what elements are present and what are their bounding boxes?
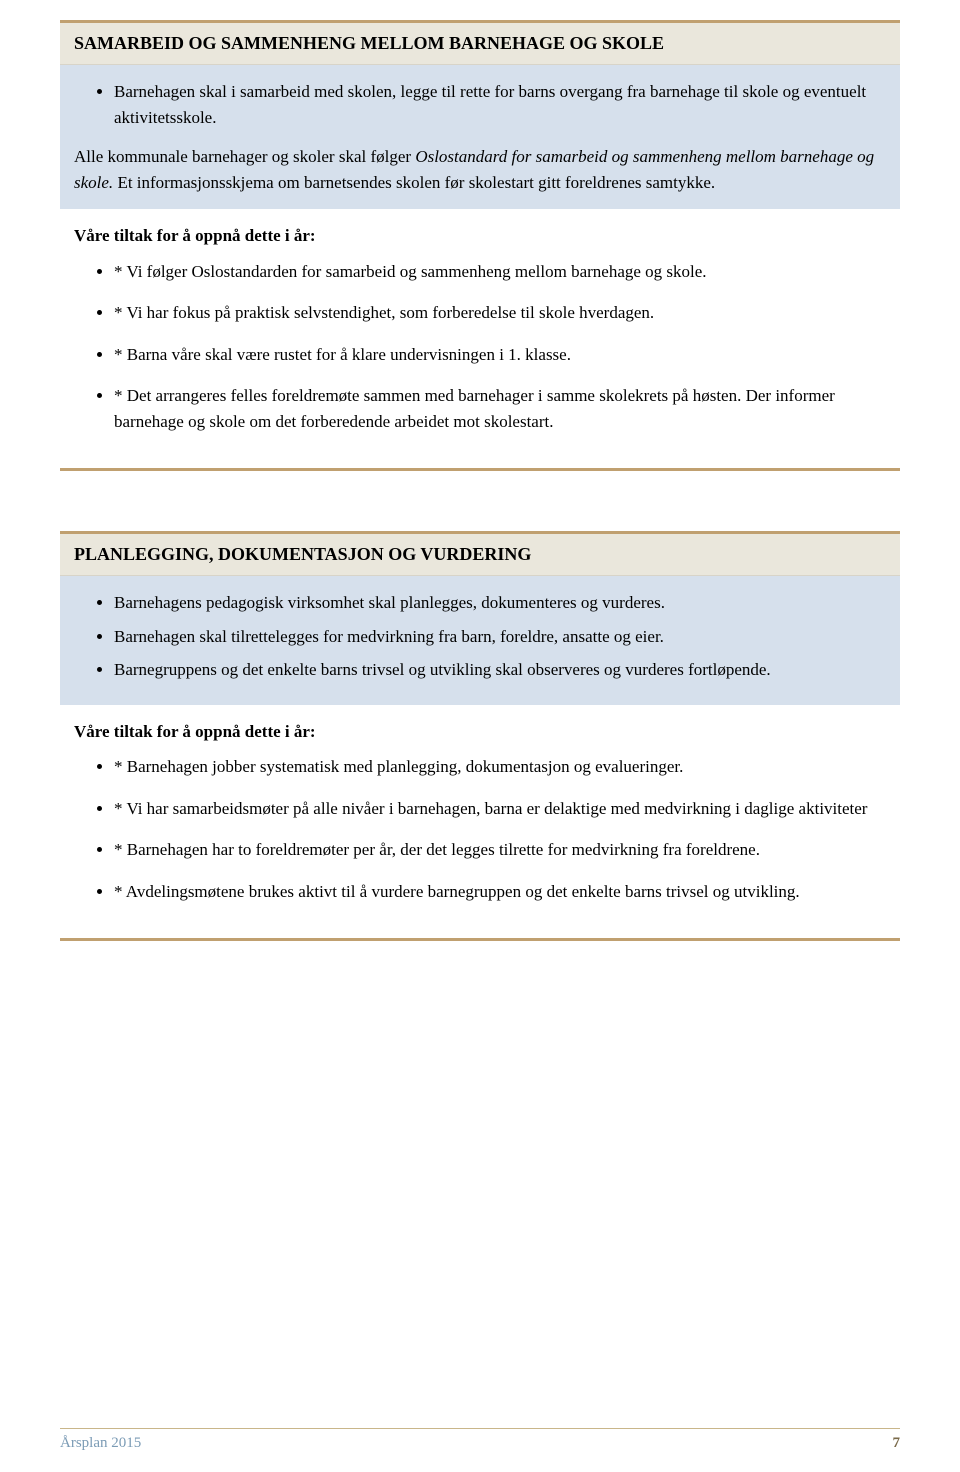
section2-white-item: * Barnehagen jobber systematisk med plan… [114, 754, 886, 780]
section2-white-head: Våre tiltak for å oppnå dette i år: [74, 719, 886, 745]
section2-white: Våre tiltak for å oppnå dette i år: * Ba… [60, 705, 900, 939]
section2-blue: Barnehagens pedagogisk virksomhet skal p… [60, 576, 900, 705]
footer-left: Årsplan 2015 [60, 1435, 141, 1452]
section2-white-item: * Avdelingsmøtene brukes aktivt til å vu… [114, 879, 886, 905]
section-samarbeid: SAMARBEID OG SAMMENHENG MELLOM BARNEHAGE… [60, 20, 900, 471]
section2-title: PLANLEGGING, DOKUMENTASJON OG VURDERING [60, 534, 900, 576]
section2-white-item: * Barnehagen har to foreldremøter per år… [114, 837, 886, 863]
footer-page-number: 7 [893, 1435, 901, 1452]
section1-white-head: Våre tiltak for å oppnå dette i år: [74, 223, 886, 249]
section2-white-item: * Vi har samarbeidsmøter på alle nivåer … [114, 796, 886, 822]
page-footer: Årsplan 2015 7 [60, 1428, 900, 1452]
para-suffix: Et informasjonsskjema om barnetsendes sk… [113, 173, 715, 192]
section1-title: SAMARBEID OG SAMMENHENG MELLOM BARNEHAGE… [60, 23, 900, 65]
section2-blue-item: Barnehagen skal tilrettelegges for medvi… [114, 624, 886, 650]
section-planlegging: PLANLEGGING, DOKUMENTASJON OG VURDERING … [60, 531, 900, 941]
section1-blue: Barnehagen skal i samarbeid med skolen, … [60, 65, 900, 209]
section1-white-item: * Vi har fokus på praktisk selvstendighe… [114, 300, 886, 326]
section1-blue-para: Alle kommunale barnehager og skoler skal… [74, 144, 886, 195]
section1-white: Våre tiltak for å oppnå dette i år: * Vi… [60, 209, 900, 468]
section1-white-item: * Barna våre skal være rustet for å klar… [114, 342, 886, 368]
section2-blue-item: Barnegruppens og det enkelte barns trivs… [114, 657, 886, 683]
section1-white-item: * Det arrangeres felles foreldremøte sam… [114, 383, 886, 434]
section1-blue-item: Barnehagen skal i samarbeid med skolen, … [114, 79, 886, 130]
para-prefix: Alle kommunale barnehager og skoler skal… [74, 147, 415, 166]
section1-white-item: * Vi følger Oslostandarden for samarbeid… [114, 259, 886, 285]
section2-blue-item: Barnehagens pedagogisk virksomhet skal p… [114, 590, 886, 616]
